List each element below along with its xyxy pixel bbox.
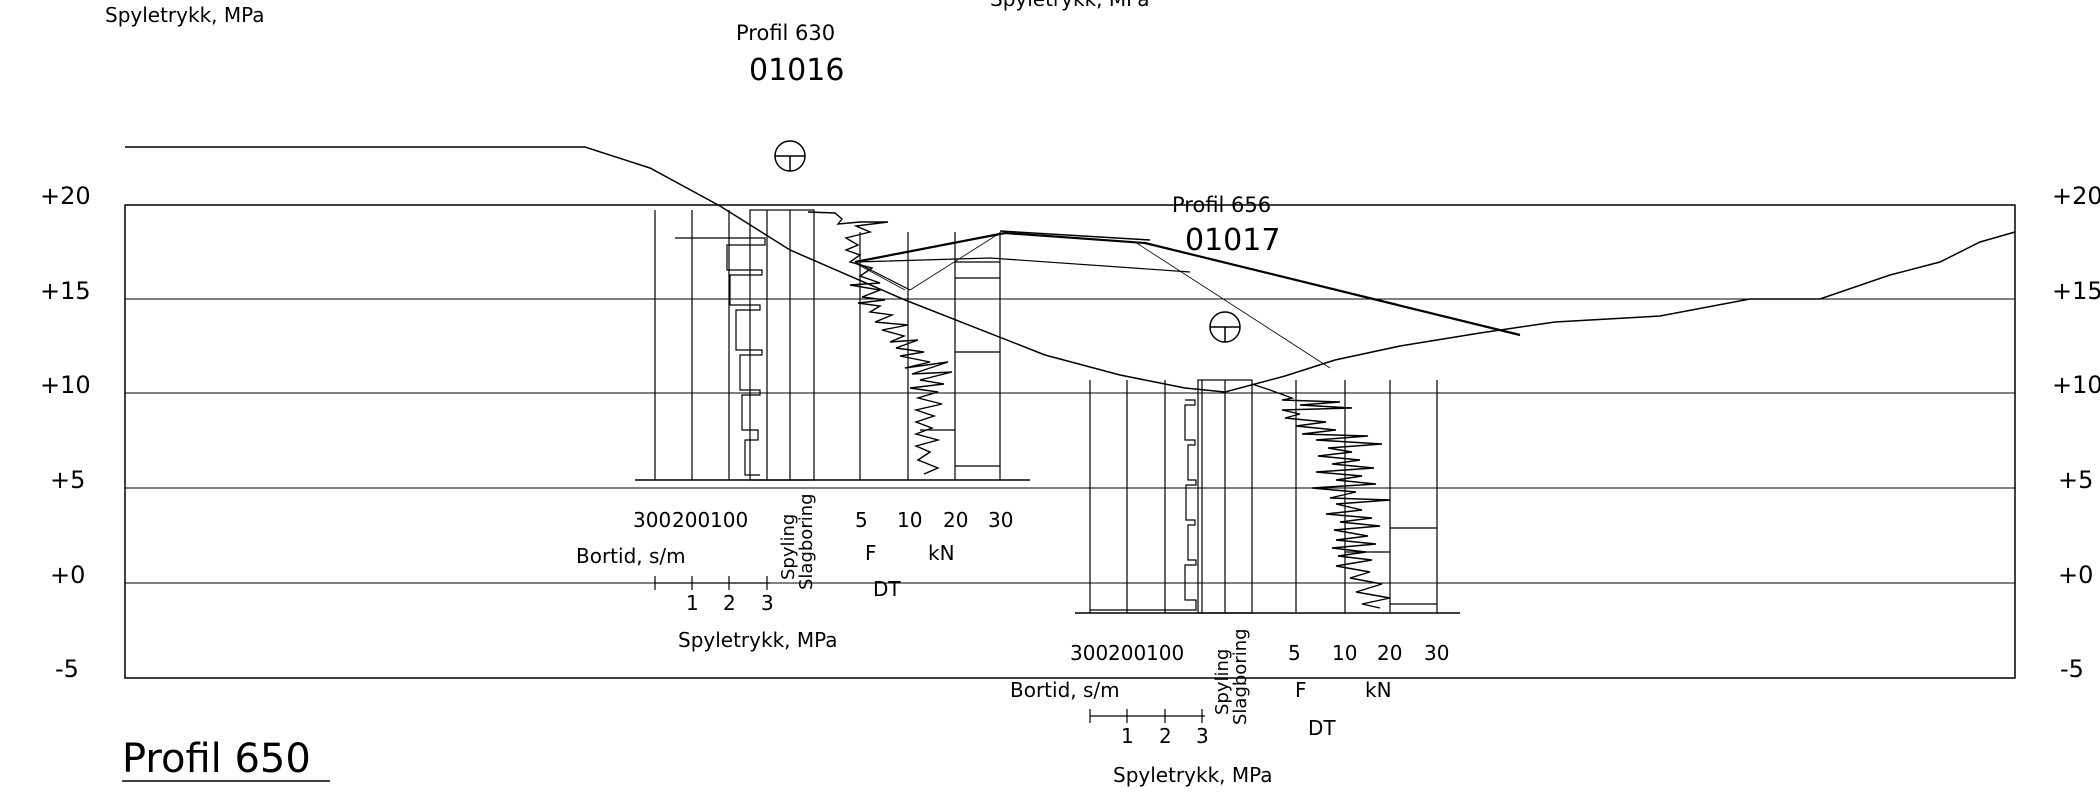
layer-line-upper <box>999 230 1151 241</box>
elevation-label-right: +10 <box>2052 371 2100 399</box>
force-tick-label: 5 <box>855 508 868 532</box>
force-tick-label: 20 <box>1377 641 1402 665</box>
elevation-label-left: +15 <box>40 277 91 305</box>
pressure-tick-label: 1 <box>686 591 699 615</box>
bortid-tick-label: 300 <box>633 508 671 532</box>
pressure-tick-label: 2 <box>723 591 736 615</box>
section-frame <box>124 204 2016 679</box>
elevation-label-left: -5 <box>55 655 79 683</box>
bortid-tick-label: 100 <box>1146 641 1184 665</box>
spyling-label: Spyling <box>778 514 799 580</box>
kn-label: kN <box>928 541 955 565</box>
profile-label: Profil 630 <box>736 21 835 45</box>
bortid-label: Bortid, s/m <box>576 544 686 568</box>
slagboring-label: Slagboring <box>1230 628 1251 725</box>
terrain-line <box>125 146 2016 393</box>
slagboring-label: Slagboring <box>796 493 817 590</box>
bortid-tick-label: 300 <box>1070 641 1108 665</box>
bore-column <box>749 209 815 481</box>
pressure-label: Spyletrykk, MPa <box>1113 763 1273 787</box>
elevation-label-left: +20 <box>40 182 91 210</box>
f-label: F <box>1295 678 1307 702</box>
dip-line-3 <box>854 262 906 291</box>
kn-label: kN <box>1365 678 1392 702</box>
pressure-label: Spyletrykk, MPa <box>678 628 838 652</box>
bortid-tick-label: 100 <box>710 508 748 532</box>
force-tick-label: 20 <box>943 508 968 532</box>
top-center-cut-label: Spyletrykk, MPa <box>990 0 1150 11</box>
top-left-cut-label: Spyletrykk, MPa <box>105 3 265 27</box>
f-label: F <box>865 541 877 565</box>
elevation-label-left: +10 <box>40 371 91 399</box>
force-tick-label: 30 <box>1424 641 1449 665</box>
borehole-id: 01016 <box>749 53 844 88</box>
elevation-label-right: +20 <box>2052 182 2100 210</box>
elevation-label-right: +5 <box>2058 466 2093 494</box>
bortid-label: Bortid, s/m <box>1010 678 1120 702</box>
borehole-01016-log <box>635 140 1030 590</box>
force-tick-label: 10 <box>897 508 922 532</box>
force-tick-label: 30 <box>988 508 1013 532</box>
bedrock-line <box>854 231 1521 337</box>
elevation-label-right: +15 <box>2052 277 2100 305</box>
pressure-tick-label: 3 <box>1196 724 1209 748</box>
dip-line-2 <box>1134 241 1331 369</box>
bortid-step-curve <box>1090 399 1197 611</box>
force-tick-label: 10 <box>1332 641 1357 665</box>
force-tick-label: 5 <box>1288 641 1301 665</box>
dt-label: DT <box>1308 716 1336 740</box>
elevation-label-right: +0 <box>2058 561 2093 589</box>
bortid-tick-label: 200 <box>672 508 710 532</box>
elevation-label-right: -5 <box>2060 655 2084 683</box>
elevation-label-left: +0 <box>50 561 85 589</box>
pressure-tick-label: 1 <box>1121 724 1134 748</box>
profile-label: Profil 656 <box>1172 193 1271 217</box>
borehole-id: 01017 <box>1185 223 1280 258</box>
pressure-tick-label: 2 <box>1159 724 1172 748</box>
force-curve <box>1251 383 1391 609</box>
bortid-step-curve <box>675 237 766 476</box>
bortid-tick-label: 200 <box>1108 641 1146 665</box>
section-title: Profil 650 <box>122 736 311 782</box>
dt-label: DT <box>873 577 901 601</box>
spyling-label: Spyling <box>1212 649 1233 715</box>
layer-line-lower <box>854 257 1191 273</box>
elevation-label-left: +5 <box>50 466 85 494</box>
pressure-tick-label: 3 <box>761 591 774 615</box>
force-curve <box>807 211 953 475</box>
layer-connector <box>854 261 911 291</box>
borehole-01017-log <box>1075 311 1460 723</box>
